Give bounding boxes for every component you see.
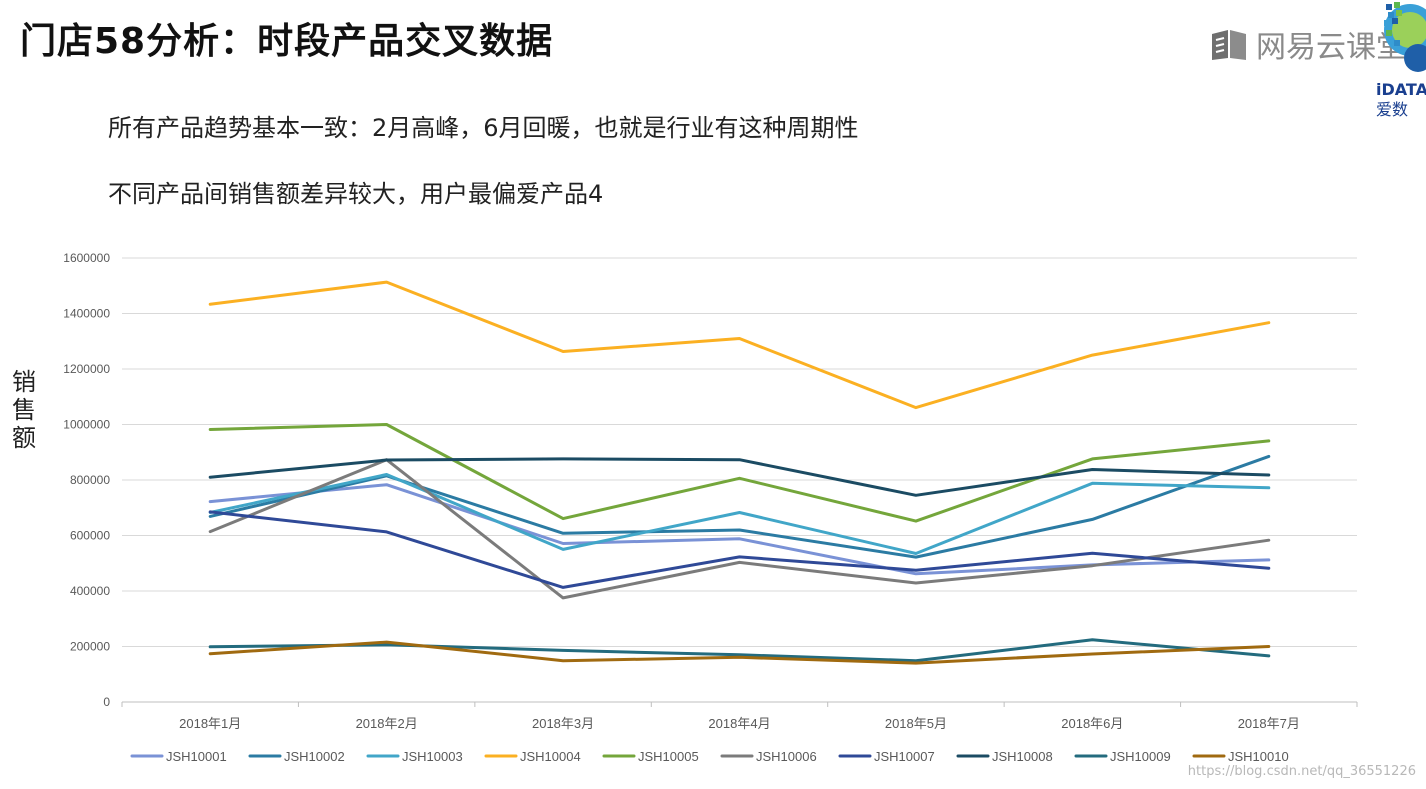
legend-label: JSH10007 [874, 749, 935, 764]
y-axis-label: 销售额 [12, 368, 36, 452]
x-tick-label: 2018年6月 [1061, 716, 1123, 731]
corner-logo-text: iDATA [1376, 80, 1426, 99]
legend-label: JSH10005 [638, 749, 699, 764]
legend-label: JSH10004 [520, 749, 581, 764]
y-tick-label: 1000000 [63, 418, 110, 432]
legend-label: JSH10008 [992, 749, 1053, 764]
corner-logo: iDATA 爱数 [1366, 0, 1426, 120]
x-tick-label: 2018年7月 [1238, 716, 1300, 731]
legend-label: JSH10002 [284, 749, 345, 764]
y-tick-label: 0 [103, 695, 110, 709]
legend-label: JSH10010 [1228, 749, 1289, 764]
y-tick-label: 800000 [70, 473, 110, 487]
legend-label: JSH10001 [166, 749, 227, 764]
brand-logo: 网易云课堂 [1210, 22, 1406, 66]
legend-label: JSH10006 [756, 749, 817, 764]
x-tick-label: 2018年5月 [885, 716, 947, 731]
watermark: https://blog.csdn.net/qq_36551226 [1187, 764, 1416, 779]
series-line-JSH10004 [208, 280, 1271, 410]
series-line-JSH10005 [208, 423, 1271, 523]
y-tick-label: 200000 [70, 640, 110, 654]
y-tick-label: 1400000 [63, 307, 110, 321]
x-tick-label: 2018年1月 [179, 716, 241, 731]
y-tick-label: 1600000 [63, 251, 110, 265]
y-tick-label: 400000 [70, 584, 110, 598]
series-line-JSH10009 [208, 638, 1271, 663]
bullet-2: 不同产品间销售额差异较大，用户最偏爱产品4 [108, 180, 604, 208]
page-title: 门店58分析：时段产品交叉数据 [20, 21, 554, 62]
brand-book-icon [1212, 30, 1246, 60]
x-tick-label: 2018年2月 [356, 716, 418, 731]
brand-name: 网易云课堂 [1256, 30, 1406, 65]
y-tick-label: 600000 [70, 529, 110, 543]
legend-label: JSH10003 [402, 749, 463, 764]
series-line-JSH10003 [208, 473, 1271, 555]
bullet-1: 所有产品趋势基本一致：2月高峰，6月回暖，也就是行业有这种周期性 [108, 114, 859, 142]
y-tick-label: 1200000 [63, 362, 110, 376]
corner-logo-subtext: 爱数 [1376, 100, 1409, 119]
x-tick-label: 2018年4月 [708, 716, 770, 731]
x-tick-label: 2018年3月 [532, 716, 594, 731]
series-line-JSH10007 [208, 510, 1271, 589]
series-line-JSH10010 [208, 640, 1271, 665]
series-line-JSH10008 [208, 457, 1271, 497]
mosaic-logo-icon [1384, 2, 1426, 72]
legend-label: JSH10009 [1110, 749, 1171, 764]
